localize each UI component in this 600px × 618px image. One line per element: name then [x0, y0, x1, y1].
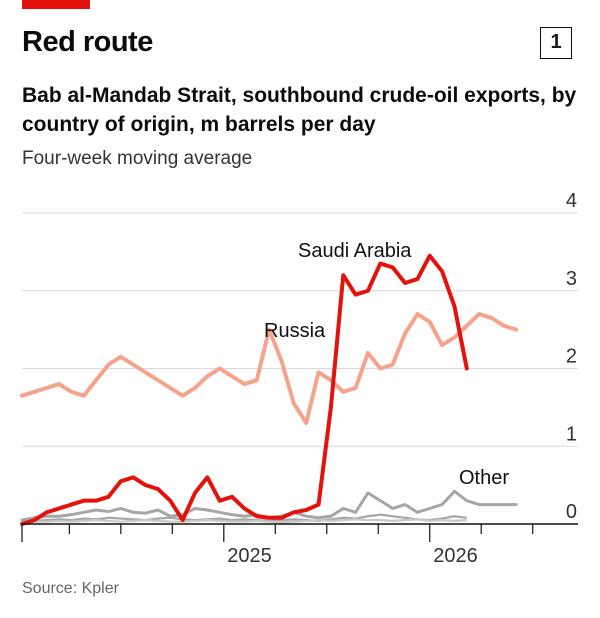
series-line-saudi-arabia [20, 253, 469, 526]
series-label-other: Other [459, 467, 509, 489]
x-tick-label-2026: 2026 [433, 545, 478, 567]
chart-source: Source: Kpler [22, 580, 119, 597]
y-tick-label-2: 2 [566, 346, 577, 368]
series-label-saudi-arabia: Saudi Arabia [298, 240, 412, 262]
accent-bar [22, 0, 90, 9]
series-line-russia [20, 312, 519, 425]
series-line-minor-1 [21, 518, 467, 524]
chart-note: Four-week moving average [22, 148, 253, 169]
chart-number-badge: 1 [540, 27, 572, 59]
y-tick-label-4: 4 [566, 190, 577, 212]
y-tick-label-0: 0 [566, 501, 577, 523]
y-tick-label-3: 3 [566, 268, 577, 290]
x-tick-label-2025: 2025 [227, 545, 272, 567]
chart-title: Red route [22, 26, 153, 58]
series-label-russia: Russia [264, 320, 326, 342]
chart-subtitle: Bab al-Mandab Strait, southbound crude-o… [22, 84, 577, 136]
y-tick-label-1: 1 [566, 423, 577, 445]
